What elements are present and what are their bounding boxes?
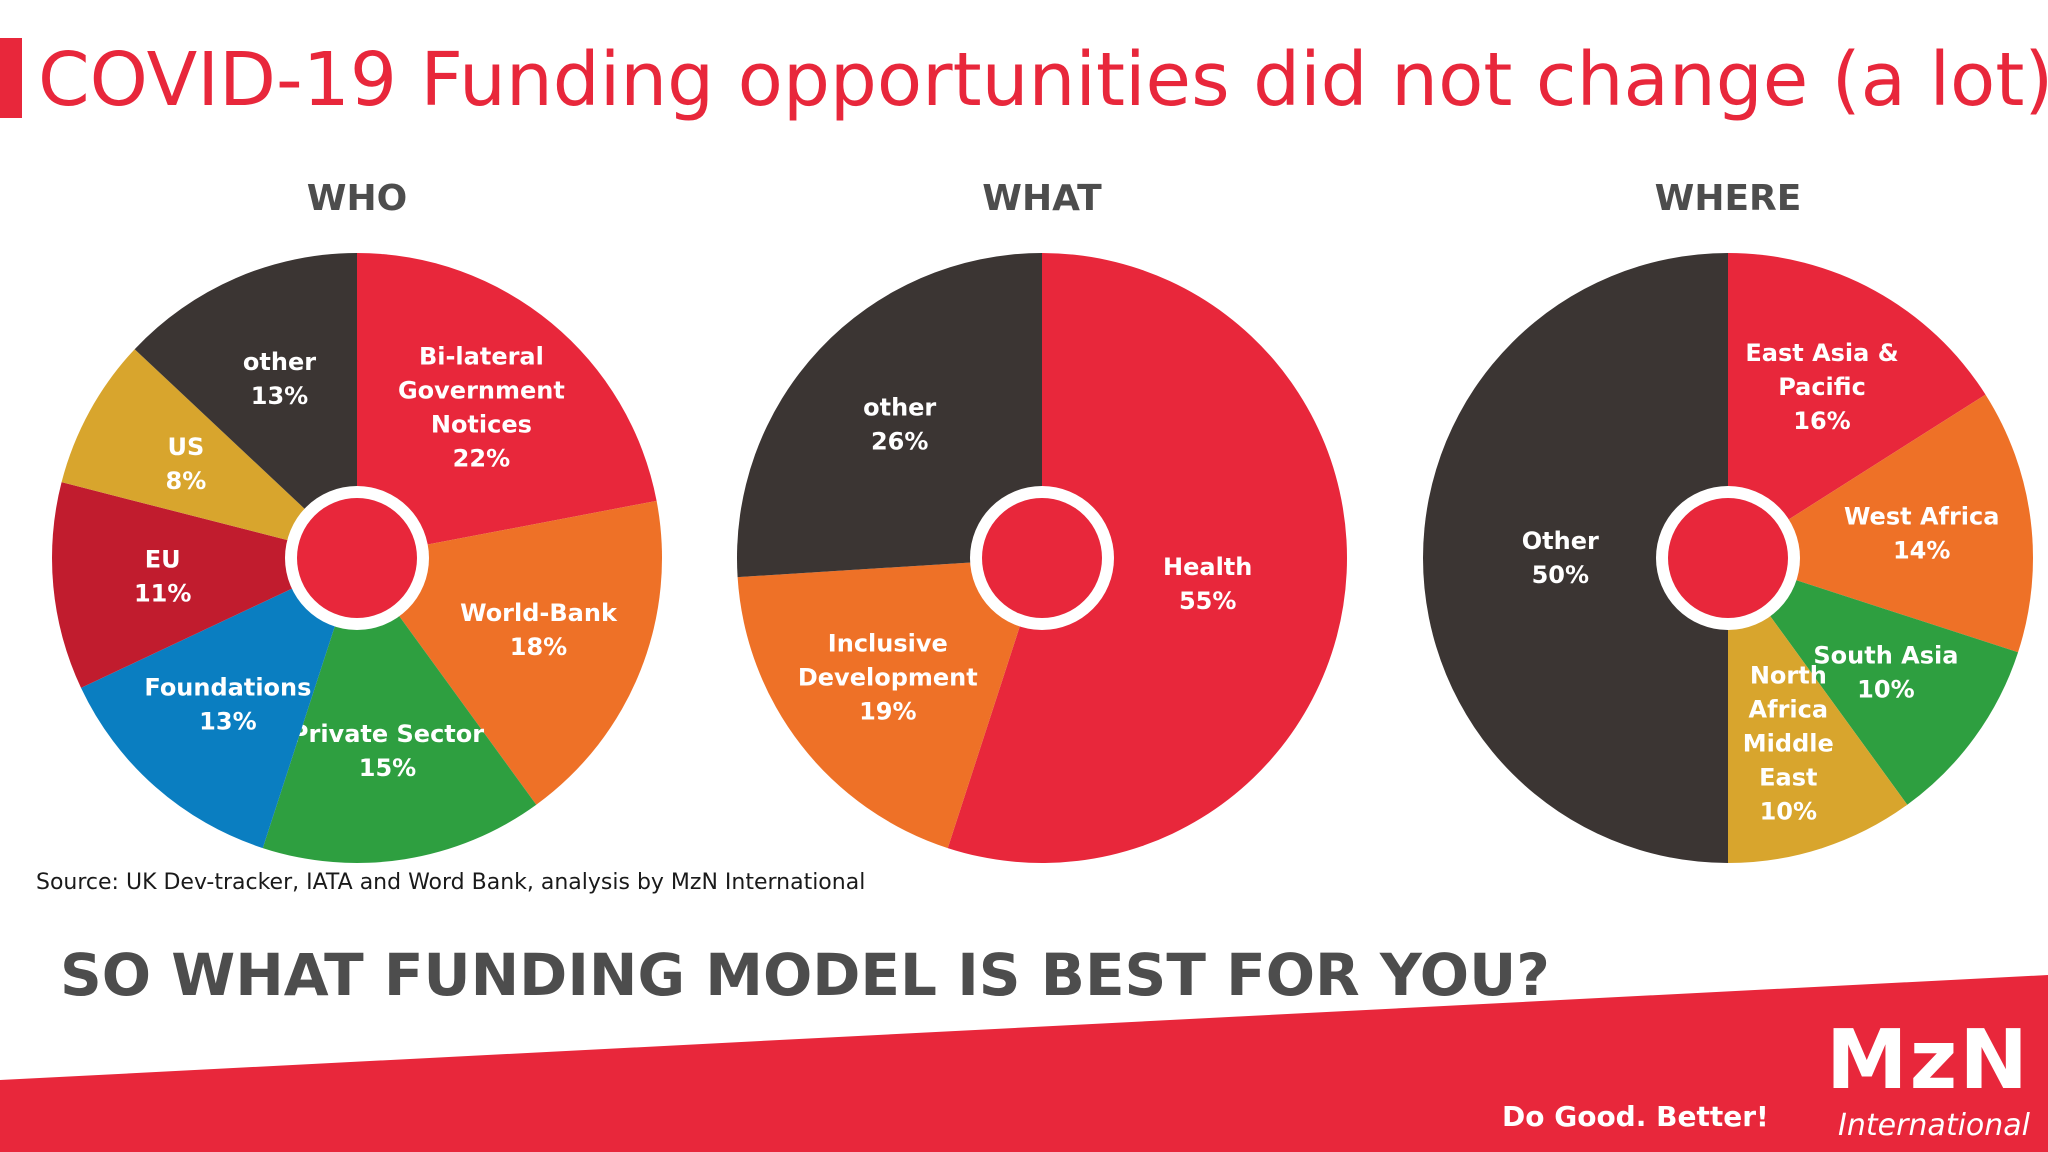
pie-where-label-other: Other 50% (1522, 527, 1599, 589)
title-accent-bar (0, 38, 22, 118)
footer-red-band (0, 975, 2048, 1152)
slice-percent: 50% (1532, 561, 1589, 589)
slice-percent: 10% (1857, 676, 1914, 704)
slice-percent: 55% (1179, 587, 1236, 615)
pie-where-slice-west-africa (1728, 394, 2033, 653)
pie-what-label-health: Health 55% (1163, 553, 1252, 615)
slice-name: West Africa (1844, 503, 2000, 531)
slice-name: Development (798, 664, 978, 692)
pie-who-label-other: other 13% (243, 348, 316, 410)
pie-what-slice-inclusive-development (737, 558, 1042, 849)
slice-name: Inclusive (828, 630, 948, 658)
source-note: Source: UK Dev-tracker, IATA and Word Ba… (36, 870, 866, 895)
slide-title: COVID-19 Funding opportunities did not c… (38, 37, 2048, 123)
mzn-logo: MzN International (1800, 1013, 2030, 1144)
pie-where-slice-other (1423, 253, 1728, 863)
pie-who-slice-eu (51, 482, 357, 688)
pie-who-slice-us (61, 349, 357, 558)
slice-name: East Asia & (1745, 339, 1898, 367)
pie-where-label-east-asia-pacific: East Asia & Pacific 16% (1745, 339, 1898, 435)
pie-who-label-foundations: Foundations 13% (144, 673, 311, 735)
slice-percent: 8% (166, 467, 207, 495)
pie-where-label-west-africa: West Africa 14% (1844, 503, 2000, 565)
slice-name: Pacific (1778, 373, 1866, 401)
slice-percent: 15% (359, 754, 416, 782)
slice-name: South Asia (1813, 642, 1958, 670)
slice-percent: 10% (1760, 798, 1817, 826)
slice-name: Other (1522, 527, 1599, 555)
pie-who-slice-other (134, 253, 357, 558)
pie-title-what: WHAT (982, 178, 1102, 219)
slice-name: other (863, 393, 936, 421)
pie-where-slice-east-asia-pacific (1728, 253, 1986, 558)
pie-who-slice-world-bank (357, 500, 663, 805)
slice-percent: 26% (871, 427, 928, 455)
pie-who-label-eu: EU 11% (134, 545, 191, 607)
pie-who-label-private-sector: Private Sector 15% (291, 720, 484, 782)
slice-percent: 19% (859, 698, 916, 726)
slice-name: Bi-lateral (419, 343, 544, 371)
pie-who-label-world-bank: World-Bank 18% (460, 599, 618, 661)
slice-name: Private Sector (291, 720, 484, 748)
pie-where-slice-north-africa-middle-east (1728, 558, 1908, 864)
pie-who-slice-bi-lateral-government-notices (357, 253, 657, 558)
slogan: Do Good. Better! (1502, 1100, 1769, 1133)
slice-name: EU (145, 545, 181, 573)
pie-who-slice-foundations (81, 558, 357, 849)
slice-percent: 11% (134, 579, 191, 607)
pie-what-label-other: other 26% (863, 393, 936, 455)
logo-mark: MzN (1826, 1013, 2030, 1108)
slice-name: Health (1163, 553, 1252, 581)
slice-name: Africa (1749, 696, 1829, 724)
pie-who-slice-private-sector (262, 558, 537, 863)
pie-where-slice-south-asia (1728, 558, 2019, 805)
pie-where-label-south-asia: South Asia 10% (1813, 642, 1958, 704)
pie-who-center-dot (297, 498, 417, 618)
slice-percent: 18% (510, 633, 567, 661)
pie-who-label-bi-lateral-government-notices: Bi-lateral Government Notices 22% (398, 343, 565, 473)
slice-name: US (168, 433, 205, 461)
slice-name: Foundations (144, 673, 311, 701)
slice-percent: 16% (1793, 407, 1850, 435)
slice-percent: 13% (251, 382, 308, 410)
pie-what-slice-other (736, 253, 1042, 578)
pie-what-label-inclusive-development: Inclusive Development 19% (798, 630, 978, 726)
pie-title-who: WHO (306, 178, 408, 219)
slice-percent: 14% (1893, 537, 1950, 565)
slice-name: East (1759, 764, 1817, 792)
tagline-question: SO WHAT FUNDING MODEL IS BEST FOR YOU? (60, 941, 1550, 1009)
logo-sub: International (1838, 1108, 2030, 1143)
slice-percent: 13% (199, 707, 256, 735)
slice-name: World-Bank (460, 599, 618, 627)
slice-name: Government (398, 377, 565, 405)
pie-where-center-dot (1668, 498, 1788, 618)
slice-name: Notices (431, 411, 532, 439)
pie-title-where: WHERE (1654, 178, 1802, 219)
pie-what-center-dot (982, 498, 1102, 618)
pie-who-label-us: US 8% (166, 433, 207, 495)
slice-name: North (1750, 662, 1827, 690)
slice-name: Middle (1743, 730, 1834, 758)
pie-where-label-north-africa-middle-east: North Africa Middle East 10% (1743, 662, 1834, 826)
slice-name: other (243, 348, 316, 376)
pie-what-slice-health (947, 253, 1348, 863)
slice-percent: 22% (453, 445, 510, 473)
